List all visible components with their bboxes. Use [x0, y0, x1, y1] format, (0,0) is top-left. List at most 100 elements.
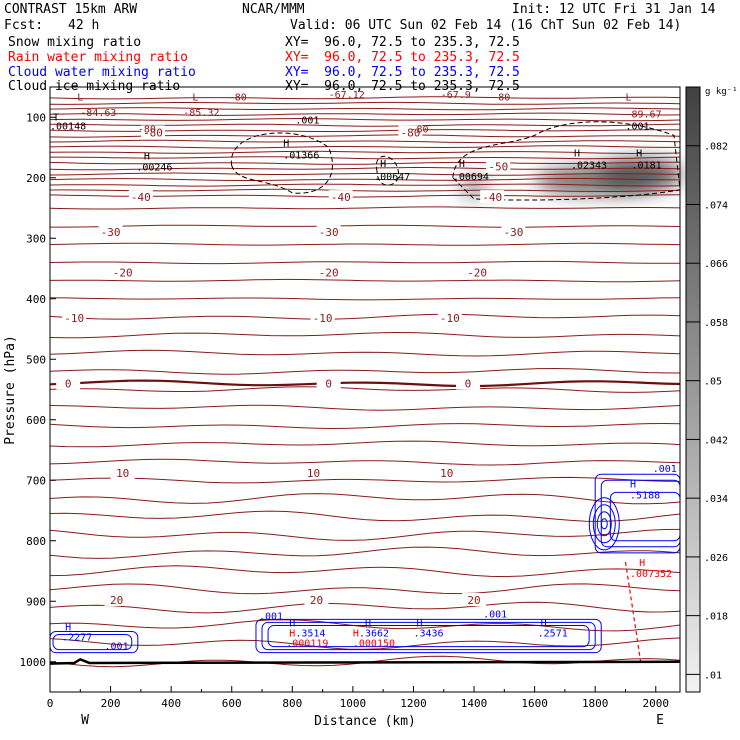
temp-contour-line: [49, 167, 681, 171]
chart-annotation: H: [283, 138, 289, 149]
temp-contour-label: 0: [65, 377, 72, 390]
temp-contour-label: 10: [440, 467, 453, 480]
temp-contour-line: [49, 367, 681, 375]
temp-contour-line: [49, 206, 681, 210]
y-tick-label: 100: [26, 111, 46, 124]
temp-contour-line: [49, 493, 681, 505]
y-tick-label: 200: [26, 172, 46, 185]
colorbar-label: .042: [704, 435, 728, 446]
y-tick-label: 700: [26, 474, 46, 487]
temp-contour-line: [49, 139, 681, 144]
chart-annotation: .3662: [359, 628, 389, 639]
label-bg: [104, 593, 129, 607]
temp-contour-label: -80: [143, 126, 163, 139]
cloud-ice-contour: [231, 132, 333, 194]
x-tick-label: 1800: [582, 697, 609, 710]
ice-shade-blob: [598, 158, 683, 191]
cloud-water-contour: [267, 624, 590, 648]
colorbar-label: .05: [704, 377, 722, 388]
label-bg: [328, 190, 353, 204]
colorbar-label: .066: [704, 259, 728, 270]
temp-contour-line: [49, 242, 681, 246]
temp-contour-line: [49, 178, 681, 181]
colorbar-label: .026: [704, 553, 728, 564]
chart-annotation: H: [365, 619, 371, 630]
temp-contour-label: 10: [116, 467, 129, 480]
chart-annotation: L: [192, 92, 198, 103]
temp-contour-line: [49, 150, 681, 155]
label-bg: [455, 376, 480, 390]
chart-annotation: H: [636, 149, 642, 160]
temp-contour-label: 20: [467, 594, 480, 607]
temp-contour-line: [49, 145, 680, 149]
temp-contour-label: -80: [400, 126, 420, 139]
x-tick-label: 1400: [461, 697, 488, 710]
temp-contour-label: 20: [110, 594, 123, 607]
y-tick-label: 1000: [20, 656, 47, 669]
temp-contour-line: [49, 313, 681, 320]
chart-annotation: .2571: [538, 628, 568, 639]
chart-annotation: -80: [410, 124, 428, 135]
chart-annotation: T: [53, 112, 59, 123]
temp-contour-line: [49, 386, 681, 393]
cloud-water-contour: [261, 621, 596, 651]
colorbar: .082 .074 .066 .058 .05 .042 .034 .026 .018 .01: [685, 86, 728, 693]
temp-contour-label: -20: [319, 267, 339, 280]
chart-annotation: .007352: [630, 569, 672, 580]
label-bg: [301, 465, 326, 479]
chart-annotation: -89.67: [625, 109, 661, 120]
cloud-water-contour: [600, 518, 608, 530]
temp-contour-line: [50, 156, 681, 160]
x-axis: 0 200 400 600 800 1000 1200 1400 1600 1800 2000: [47, 686, 669, 710]
cloud-ice-contours: [231, 121, 681, 201]
temp-contour-line: [50, 224, 681, 228]
temp-contour-line: [49, 349, 681, 357]
label-bg: [398, 125, 423, 139]
temp-contour-label: -20: [467, 267, 487, 280]
temp-contour-label: 20: [310, 594, 323, 607]
label-bg: [140, 125, 165, 139]
label-bg: [110, 265, 135, 279]
temp-contour-line: [49, 619, 681, 632]
chart-annotation: H: [144, 152, 150, 163]
chart-annotation: L: [625, 92, 631, 103]
cloud-water-contour: [52, 634, 133, 651]
y-axis: 100 200 300 400 500 600 700 800 900 1000: [20, 111, 56, 669]
field-name-cloudwater: Cloud water mixing ratio: [8, 65, 196, 80]
chart-annotation: .00148: [50, 121, 86, 132]
temp-contour-line: [49, 278, 681, 283]
chart-annotation: .001: [483, 610, 507, 621]
temp-contour-line: [49, 297, 681, 301]
chart-annotation: .001: [625, 121, 649, 132]
temp-contour-label: -40: [131, 191, 151, 204]
x-tick-label: 0: [47, 697, 54, 710]
init-time: Init: 12 UTC Fri 31 Jan 14: [512, 2, 716, 17]
x-tick-label: 1000: [340, 697, 367, 710]
chart-annotation: H: [289, 619, 295, 630]
cloud-ice-contour: [375, 155, 399, 186]
label-bg: [316, 376, 341, 390]
temperature-contours: [49, 96, 681, 668]
label-bg: [434, 465, 459, 479]
x-tick-label: 600: [222, 697, 242, 710]
x-end-label-east: E: [656, 713, 664, 728]
x-tick-label: 2000: [643, 697, 670, 710]
temp-contour-line: [49, 117, 681, 122]
temp-contour-label: -10: [313, 312, 333, 325]
fcst-label: Fcst:: [4, 18, 44, 33]
field-xy-snow: XY= 96.0, 72.5 to 235.3, 72.5: [285, 35, 520, 50]
temp-contour-line: [49, 194, 681, 198]
y-tick-label: 800: [26, 535, 46, 548]
rain-contour: [624, 561, 642, 662]
temp-contour-line: [49, 458, 681, 466]
chart-annotation: -80: [492, 92, 510, 103]
zero-degree-line: [49, 379, 681, 388]
temp-contour-label: 0: [325, 377, 332, 390]
temp-contour-label: -10: [64, 312, 84, 325]
temp-contour-label: -20: [113, 267, 133, 280]
temp-contour-line: [49, 107, 681, 111]
label-bg: [501, 225, 526, 239]
temp-contour-line: [49, 601, 681, 614]
temp-contour-line: [49, 112, 681, 116]
